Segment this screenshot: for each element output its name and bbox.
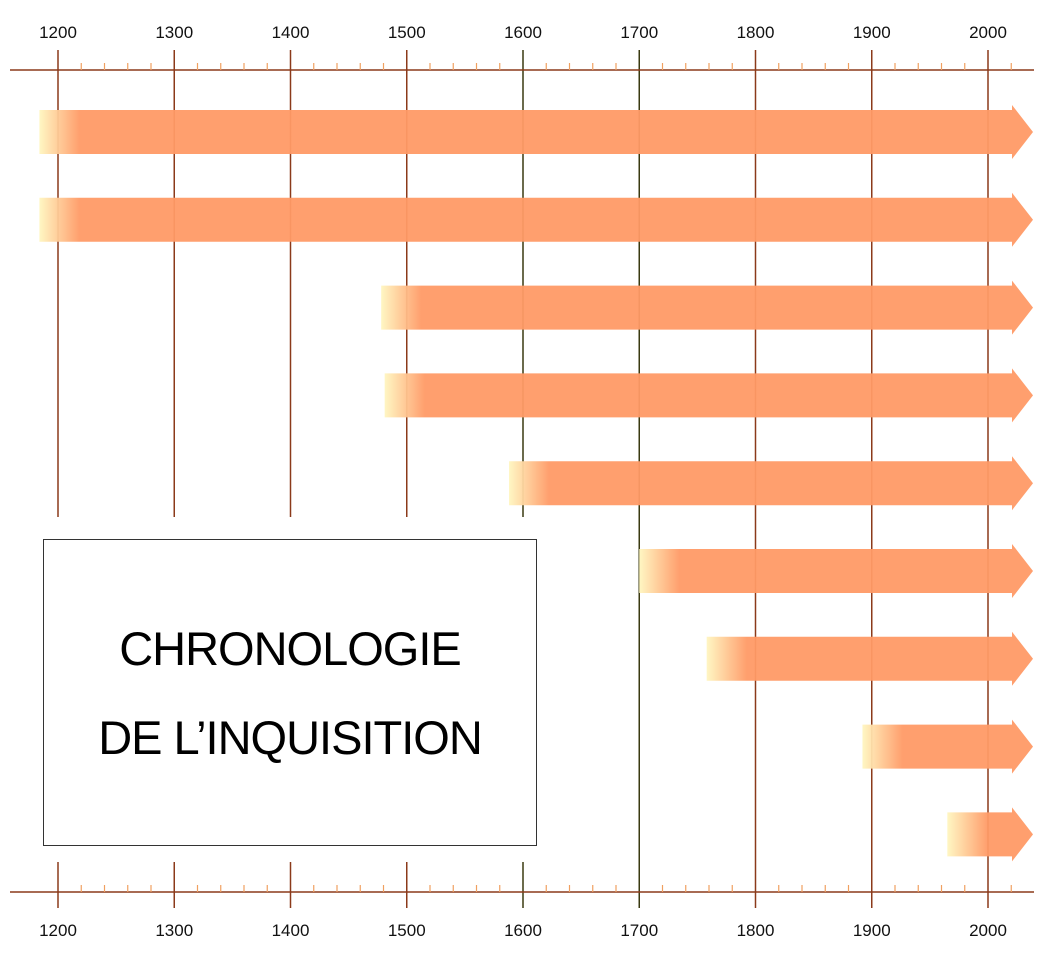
top-year-label-1300: 1300 [155, 23, 193, 42]
title-box: CHRONOLOGIE DE L’INQUISITION [43, 539, 537, 846]
top-year-label-1500: 1500 [388, 23, 426, 42]
period-arrow-5 [509, 456, 1033, 511]
top-axis: 1200 1300 1400 1500 1600 1700 1800 1900 2000 [10, 23, 1034, 71]
period-arrow-9 [947, 807, 1033, 862]
period-arrow-7 [706, 631, 1033, 686]
bottom-year-label-1300: 1300 [155, 921, 193, 940]
title-line-2: DE L’INQUISITION [98, 710, 483, 764]
top-year-label-1200: 1200 [39, 23, 77, 42]
title-line-1: CHRONOLOGIE [119, 621, 462, 675]
top-year-label-1900: 1900 [853, 23, 891, 42]
bottom-year-label-1200: 1200 [39, 921, 77, 940]
top-year-label-2000: 2000 [969, 23, 1007, 42]
period-arrow-6 [639, 544, 1033, 598]
bottom-year-label-1800: 1800 [737, 921, 775, 940]
bottom-year-label-1400: 1400 [272, 921, 310, 940]
top-year-label-1700: 1700 [620, 23, 658, 42]
bottom-axis: 1200 1300 1400 1500 1600 1700 1800 1900 2000 [10, 885, 1034, 940]
bottom-year-label-2000: 2000 [969, 921, 1007, 940]
period-arrow-1 [39, 105, 1033, 159]
period-arrow-2 [39, 192, 1033, 247]
bottom-year-label-1600: 1600 [504, 921, 542, 940]
period-arrows [39, 105, 1034, 862]
top-year-label-1800: 1800 [737, 23, 775, 42]
period-arrow-3 [381, 280, 1033, 335]
top-year-label-1400: 1400 [272, 23, 310, 42]
top-year-label-1600: 1600 [504, 23, 542, 42]
period-arrow-8 [862, 719, 1033, 774]
bottom-year-label-1700: 1700 [620, 921, 658, 940]
period-arrow-4 [384, 368, 1034, 423]
bottom-year-label-1900: 1900 [853, 921, 891, 940]
bottom-year-label-1500: 1500 [388, 921, 426, 940]
